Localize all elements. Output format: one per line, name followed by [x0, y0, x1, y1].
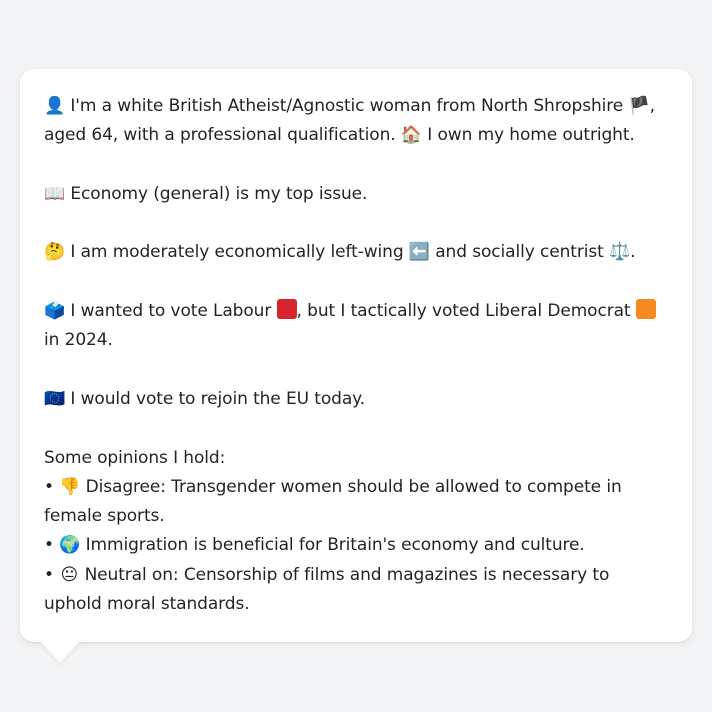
opinion-text: Disagree: Transgender women should be al…: [44, 476, 622, 527]
vote-text-c: in 2024.: [44, 330, 113, 351]
opinion-item: • 🌍 Immigration is beneficial for Britai…: [44, 531, 668, 560]
issue-text: Economy (general) is my top issue.: [70, 183, 368, 204]
person-icon: 👤: [44, 96, 66, 116]
neutral-face-icon: 😐: [60, 564, 79, 585]
politics-text-a: I am moderately economically left-wing: [70, 242, 404, 263]
opinions-list: • 👎 Disagree: Transgender women should b…: [44, 473, 668, 619]
opinion-text: Immigration is beneficial for Britain's …: [85, 535, 585, 556]
identity-text: I'm a white British Atheist/Agnostic wom…: [70, 96, 624, 116]
book-icon: 📖: [44, 183, 66, 204]
eu-paragraph: 🇪🇺 I would vote to rejoin the EU today.: [44, 385, 668, 414]
thinking-face-icon: 🤔: [44, 242, 66, 263]
vote-text-b: , but I tactically voted Liberal Democra…: [296, 301, 631, 322]
left-arrow-icon: ⬅️: [408, 242, 430, 263]
opinion-item: • 👎 Disagree: Transgender women should b…: [44, 473, 668, 532]
bullet: •: [44, 476, 54, 497]
house-icon: 🏠: [400, 125, 422, 146]
identity-paragraph: 👤 I'm a white British Atheist/Agnostic w…: [44, 92, 668, 151]
issue-paragraph: 📖 Economy (general) is my top issue.: [44, 180, 668, 209]
politics-text-b: and socially centrist: [435, 242, 604, 263]
bullet: •: [44, 535, 54, 556]
bubble-tail: [40, 641, 80, 663]
opinion-text: Neutral on: Censorship of films and maga…: [44, 564, 610, 615]
globe-icon: 🌍: [59, 535, 81, 556]
labour-red-square-icon: [276, 299, 297, 320]
ballot-box-icon: 🗳️: [44, 301, 66, 322]
vote-text-a: I wanted to vote Labour: [70, 301, 272, 322]
eu-text: I would vote to rejoin the EU today.: [70, 388, 365, 409]
politics-text-c: .: [630, 242, 636, 263]
libdem-orange-square-icon: [635, 299, 656, 320]
eu-flag-icon: 🇪🇺: [44, 388, 66, 409]
thumbs-down-icon: 👎: [59, 476, 81, 497]
identity-age-text: , aged 64, with a professional qualifica…: [44, 96, 655, 146]
balance-scale-icon: ⚖️: [608, 242, 631, 263]
politics-paragraph: 🤔 I am moderately economically left-wing…: [44, 238, 668, 267]
england-flag-icon: 🏴: [628, 96, 650, 116]
message-bubble: 👤 I'm a white British Atheist/Agnostic w…: [20, 69, 692, 642]
bullet: •: [44, 564, 54, 585]
opinions-heading: Some opinions I hold:: [44, 447, 226, 468]
opinion-item: • 😐 Neutral on: Censorship of films and …: [44, 561, 668, 620]
home-text: I own my home outright.: [427, 125, 635, 146]
vote-paragraph: 🗳️ I wanted to vote Labour , but I tacti…: [44, 297, 668, 356]
